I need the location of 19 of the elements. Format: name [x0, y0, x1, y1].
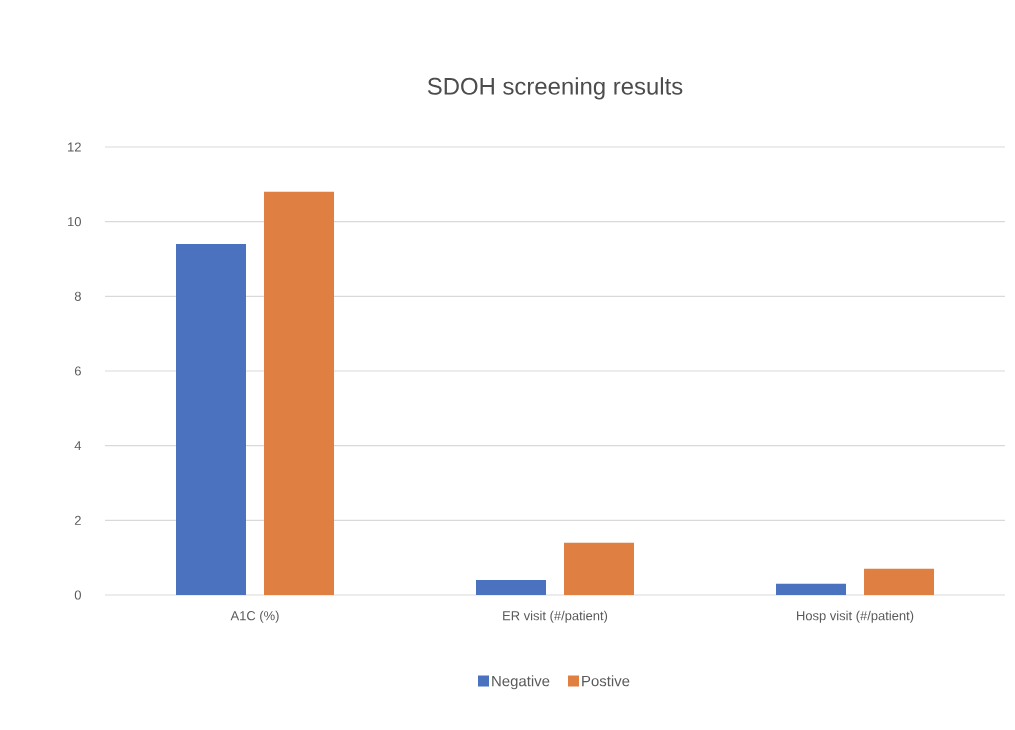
- y-tick-label: 6: [74, 366, 81, 376]
- bar: [176, 244, 246, 595]
- y-tick-label: 8: [74, 291, 81, 301]
- y-tick-label: 4: [74, 441, 82, 451]
- x-tick-label: Hosp visit (#/patient): [797, 610, 914, 623]
- y-tick-label: 12: [68, 142, 81, 152]
- legend-label: Negative: [492, 675, 550, 690]
- bar: [864, 568, 935, 595]
- bar: [476, 580, 547, 595]
- bar: [776, 583, 847, 595]
- y-tick-label: 2: [74, 515, 81, 525]
- x-tick-label: ER visit (#/patient): [503, 610, 608, 623]
- y-tick-label: 10: [68, 217, 81, 227]
- x-tick-label: A1C (%): [230, 610, 279, 623]
- bar: [564, 542, 635, 595]
- legend-label: Postive: [582, 675, 630, 687]
- bar: [264, 191, 334, 595]
- y-tick-label: 0: [74, 590, 81, 600]
- chart-title: SDOH screening results: [427, 77, 683, 100]
